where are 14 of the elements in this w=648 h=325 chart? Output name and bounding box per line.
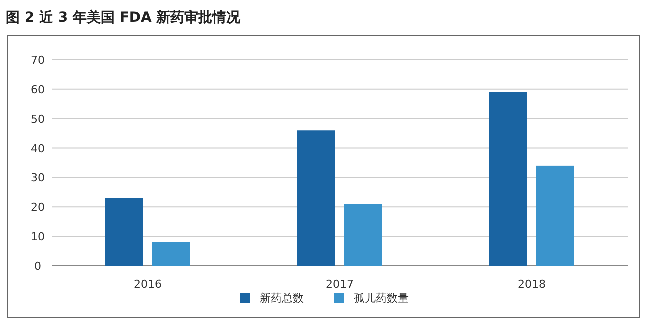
legend: 新药总数 xyxy=(260,292,304,305)
xtick: 2016 xyxy=(134,278,162,291)
ytick: 30 xyxy=(31,172,45,185)
ytick: 60 xyxy=(31,83,45,96)
ytick: 20 xyxy=(31,201,45,214)
xtick: 2018 xyxy=(518,278,546,291)
legend: 孤儿药数量 xyxy=(354,292,409,305)
ytick: 0 xyxy=(34,260,42,273)
ytick: 50 xyxy=(31,112,45,126)
title: 图 2 近 3 年美国 FDA 新药审批情况 xyxy=(6,10,241,26)
ytick: 40 xyxy=(31,142,45,156)
ytick: 70 xyxy=(31,54,45,67)
xtick: 2017 xyxy=(326,278,354,291)
ytick: 10 xyxy=(31,230,45,244)
